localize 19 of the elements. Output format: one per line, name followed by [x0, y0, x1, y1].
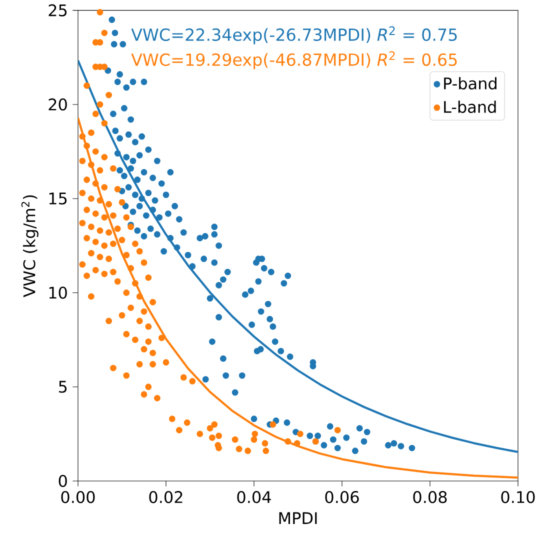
legend-label: P-band — [444, 77, 496, 90]
y-tick-label: 20 — [48, 98, 67, 111]
x-tick-label: 0.04 — [237, 491, 271, 504]
x-tick-label: 0.10 — [501, 491, 535, 504]
annotation: VWC=22.34exp(-26.73MPDI) R$^{2}$ = 0.75 — [131, 26, 457, 44]
y-tick-label: 15 — [49, 192, 67, 205]
x-tick-label: 0.02 — [149, 491, 182, 504]
x-axis-title: MPDI — [279, 512, 317, 524]
annotation: VWC=19.29exp(-46.87MPDI) R$^{2}$ = 0.65 — [131, 51, 457, 70]
y-tick-label: 0 — [58, 474, 67, 488]
legend-label: L-band — [444, 100, 496, 113]
x-tick-label: 0.08 — [413, 491, 447, 504]
y-tick-label: 10 — [49, 286, 67, 299]
y-tick-label: 5 — [59, 380, 67, 393]
x-tick-label: 0.00 — [61, 491, 95, 504]
y-axis-title: VWC (kg/m$^{2}$) — [21, 195, 38, 298]
line-series — [78, 116, 518, 479]
x-tick-label: 0.06 — [325, 491, 359, 504]
y-tick-label: 25 — [48, 4, 67, 16]
